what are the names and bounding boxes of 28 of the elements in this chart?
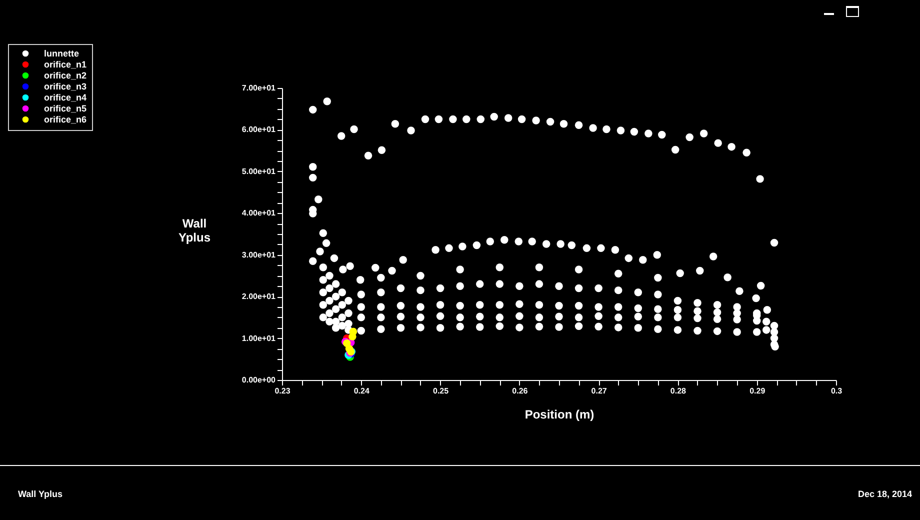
x-axis-title: Position (m) — [524, 408, 594, 422]
legend-label: lunnette — [44, 48, 79, 58]
x-tick-label: 0.25 — [432, 386, 450, 396]
x-tick-label: 0.3 — [830, 386, 843, 396]
x-tick-label: 0.27 — [591, 386, 608, 396]
legend-label: orifice_n4 — [44, 92, 87, 102]
point — [348, 332, 356, 340]
y-tick-label: 2.00e+01 — [242, 292, 276, 302]
y-tick-label: 7.00e+01 — [242, 84, 276, 92]
y-tick-label: 5.00e+01 — [242, 166, 276, 176]
x-tick-label: 0.28 — [670, 386, 687, 396]
legend-label: orifice_n3 — [44, 82, 87, 92]
x-tick-label: 0.23 — [274, 386, 291, 396]
y-tick-label: 6.00e+01 — [242, 125, 276, 134]
x-tick-label: 0.26 — [512, 386, 528, 396]
legend-label: orifice_n1 — [44, 60, 87, 70]
legend-label: orifice_n6 — [44, 114, 87, 124]
text: Dec 18, 2014 — [858, 489, 912, 499]
y-tick-label: 3.00e+01 — [242, 250, 276, 260]
x-tick-label: 0.29 — [750, 386, 766, 396]
y-tick-label: 1.00e+01 — [242, 334, 276, 343]
legend-label: orifice_n2 — [44, 70, 87, 80]
y-tick-label: 0.00e+00 — [242, 376, 276, 384]
y-axis-title: Wall Yplus — [178, 216, 211, 244]
x-tick-label: 0.24 — [354, 386, 370, 396]
text: Wall Yplus — [18, 489, 63, 499]
y-tick-label: 4.00e+01 — [242, 208, 276, 218]
legend-label: orifice_n5 — [44, 104, 87, 114]
